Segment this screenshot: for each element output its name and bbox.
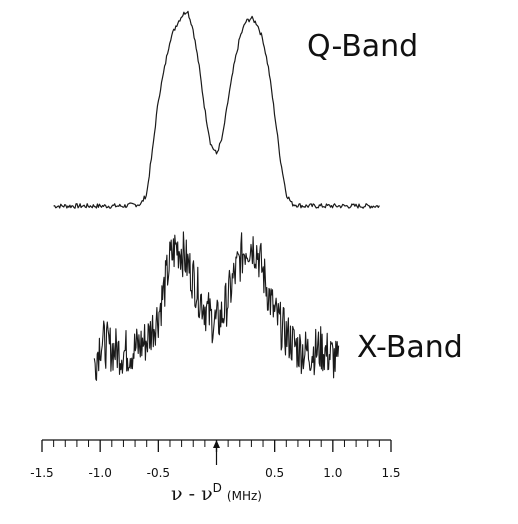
x-tick-label: -1.5: [30, 466, 53, 480]
x-axis: -1.5 -1.0 -0.5 0.5 1.0 1.5: [30, 439, 401, 480]
x-axis-label: ν - νD (MHz): [171, 481, 262, 505]
x-tick-label: 1.5: [381, 466, 400, 480]
x-tick-label: -0.5: [147, 466, 170, 480]
series-line-q-band: [53, 10, 380, 209]
x-tick-label: -1.0: [88, 466, 111, 480]
x-axis-label-unit: (MHz): [227, 489, 262, 503]
center-marker-arrow: [213, 440, 220, 448]
x-axis-label-superscript: D: [213, 481, 222, 495]
x-axis-label-symbol: ν - ν: [171, 483, 213, 505]
x-tick-label: 1.0: [323, 466, 342, 480]
series-label-x-band: X-Band: [357, 330, 463, 365]
series-line-x-band: [93, 231, 340, 381]
series-label-q-band: Q-Band: [307, 29, 418, 64]
x-tick-label: 0.5: [265, 466, 284, 480]
